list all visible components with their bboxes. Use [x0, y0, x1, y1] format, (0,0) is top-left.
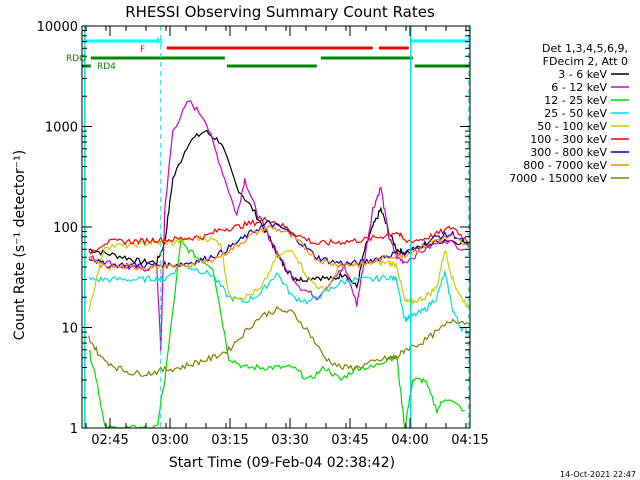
legend-title-line: FDecim 2, Att 0 [543, 55, 628, 68]
series-line-3-6-kev [88, 129, 466, 290]
x-tick-label: 04:00 [391, 433, 428, 448]
annotation-rdo: RDO [66, 54, 86, 64]
legend-entry-label: 300 - 800 keV [530, 146, 607, 159]
series-line-7000-15000-kev [88, 305, 469, 377]
legend-entry-label: 7000 - 15000 keV [509, 172, 607, 185]
legend-entry-label: 3 - 6 keV [558, 68, 607, 81]
x-axis-label: Start Time (09-Feb-04 02:38:42) [169, 455, 395, 471]
legend-entry-label: 100 - 300 keV [530, 133, 607, 146]
x-tick-label: 03:45 [331, 433, 368, 448]
series-line-25-50-kev [88, 264, 470, 336]
x-tick-label: 02:45 [91, 433, 128, 448]
series-line-6-12-kev [88, 100, 465, 352]
plot-frame [81, 25, 471, 429]
x-tick-label: 03:00 [151, 433, 188, 448]
legend-entry-label: 50 - 100 keV [537, 120, 607, 133]
annotation-f: F [140, 45, 145, 55]
generation-timestamp: 14-Oct-2021 22:47 [560, 470, 636, 479]
y-tick-label: 1 [70, 422, 78, 437]
x-tick-label: 03:15 [211, 433, 248, 448]
status-bars [82, 39, 470, 68]
legend-title-line: Det 1,3,4,5,6,9, [542, 42, 628, 55]
y-axis-label: Count Rate (s⁻¹ detector⁻¹) [12, 150, 28, 340]
legend: Det 1,3,4,5,6,9,FDecim 2, Att 03 - 6 keV… [509, 42, 629, 185]
y-tick-label: 1000 [45, 121, 78, 136]
legend-entry-label: 800 - 7000 keV [523, 159, 607, 172]
legend-entry-label: 6 - 12 keV [551, 81, 607, 94]
axis-ticks: 1 10 100 1000 10000 02:45 03:00 03:15 03:30 03:45… [37, 20, 489, 448]
attenuator-lines [84, 26, 470, 428]
status-annotations: N F RDO RD4 [66, 37, 163, 72]
legend-entry-label: 25 - 50 keV [544, 107, 607, 120]
series-lines [88, 100, 470, 429]
series-line-300-800-kev [88, 219, 470, 270]
annotation-rd4: RD4 [97, 62, 116, 72]
chart-title: RHESSI Observing Summary Count Rates [125, 3, 435, 21]
legend-entry-label: 12 - 25 keV [544, 94, 607, 107]
series-line-50-100-kev [88, 234, 470, 313]
x-tick-label: 04:15 [451, 433, 488, 448]
series-line-100-300-kev [88, 216, 470, 256]
series-line-800-7000-kev [88, 224, 470, 272]
y-tick-label: 10000 [37, 20, 78, 35]
y-tick-label: 10 [61, 322, 78, 337]
y-tick-label: 100 [53, 221, 78, 236]
x-tick-label: 03:30 [271, 433, 308, 448]
annotation-n: N [156, 37, 163, 47]
